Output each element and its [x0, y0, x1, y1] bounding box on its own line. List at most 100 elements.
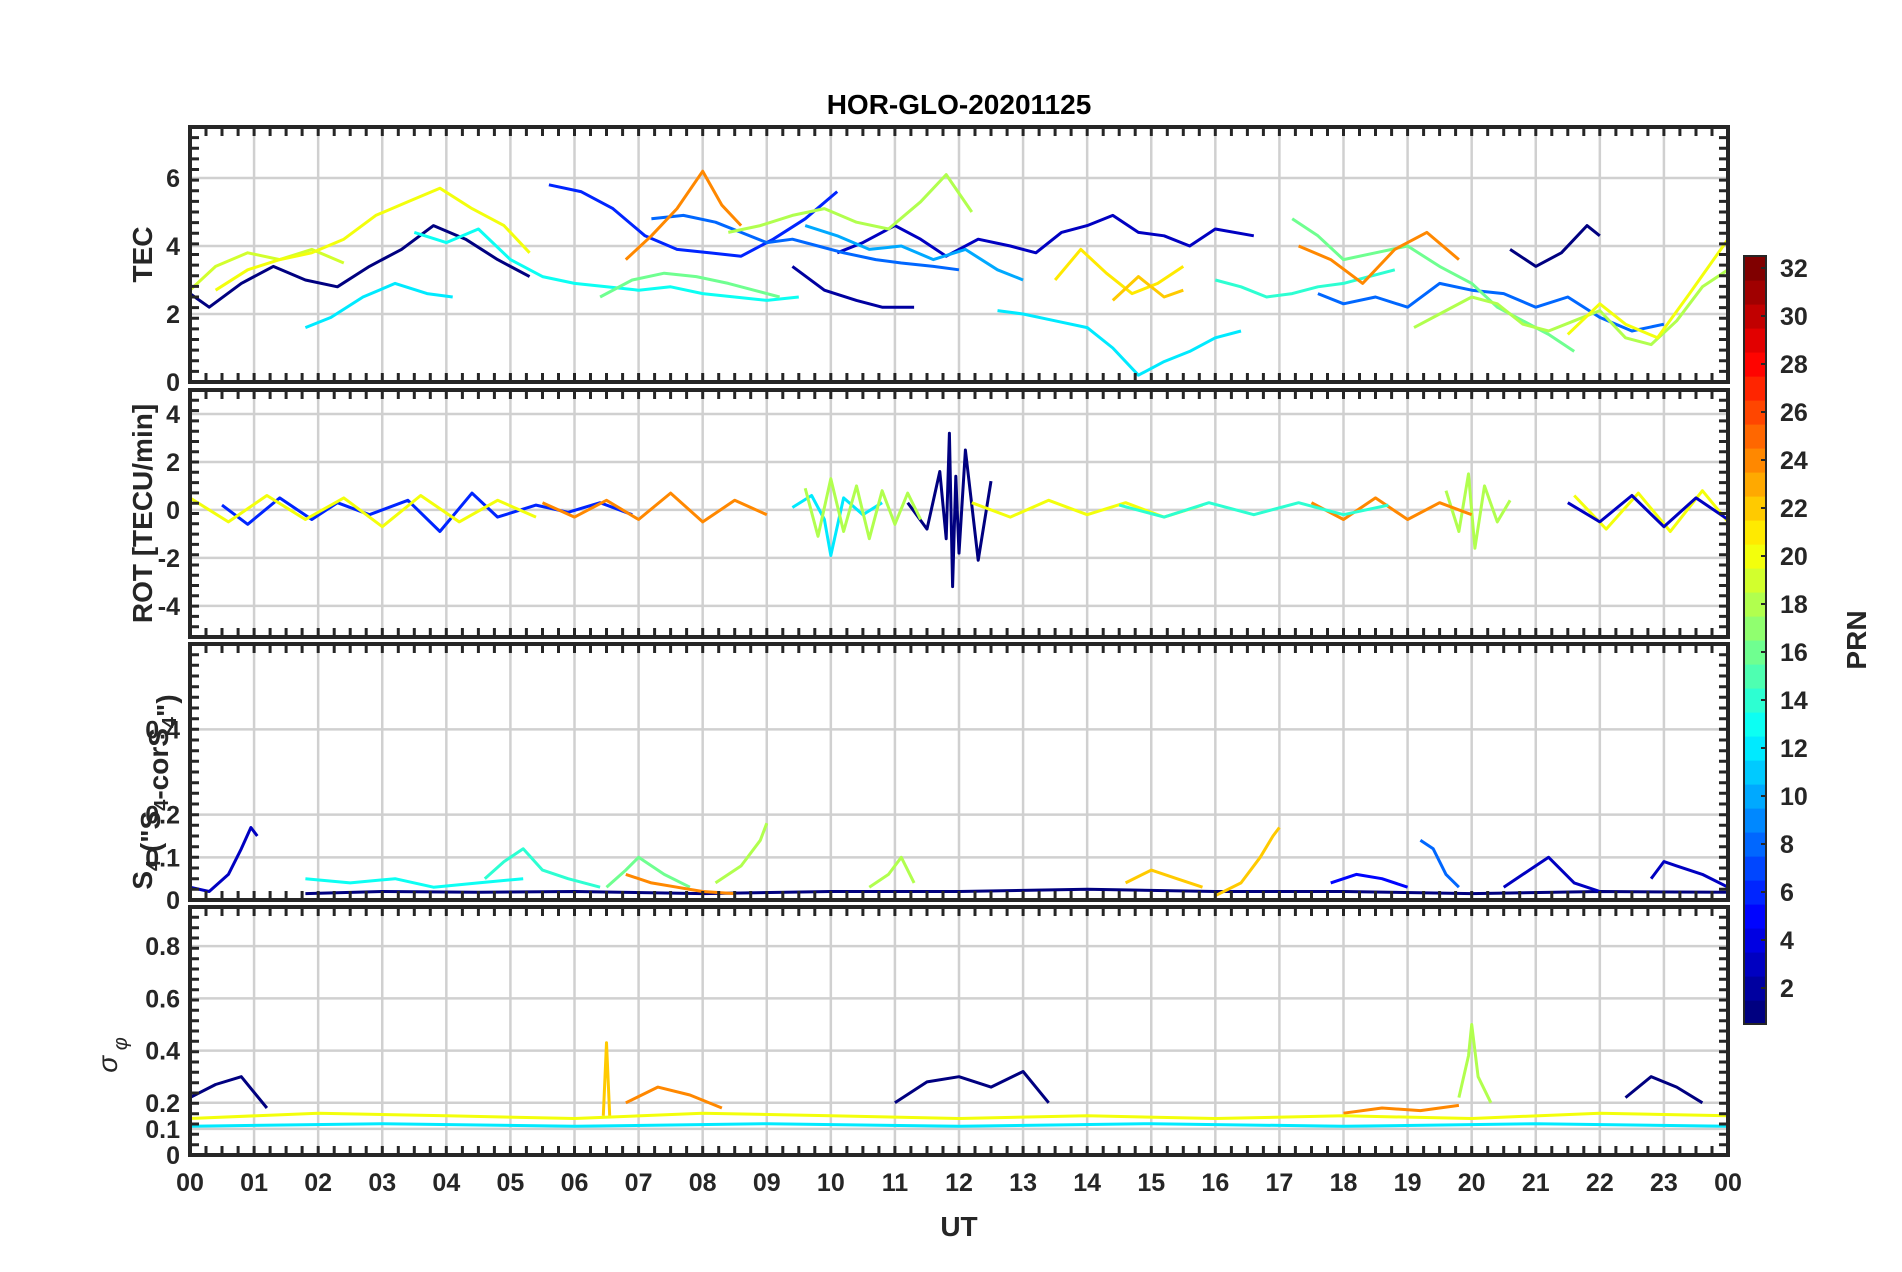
colorbar-tick-label: 16: [1780, 639, 1808, 667]
panel-tec: 0 2 4 6 TEC: [127, 125, 1730, 397]
colorbar-segment: [1744, 712, 1766, 737]
y-tick-label: 0.4: [145, 716, 180, 744]
colorbar-segment: [1744, 544, 1766, 569]
y-tick-label: 0.2: [145, 1090, 180, 1118]
x-tick-label: 14: [1073, 1169, 1101, 1197]
trace-prn-8: [1419, 839, 1460, 889]
x-tick-label: 10: [817, 1169, 845, 1197]
x-tick-label: 06: [561, 1169, 589, 1197]
colorbar-segment: [1744, 688, 1766, 713]
colorbar-tick-label: 28: [1780, 351, 1808, 379]
colorbar-tick-label: 2: [1780, 975, 1794, 1003]
trace-prn-13: [305, 877, 524, 889]
trace-prn-20: [190, 494, 537, 529]
trace-prn-22: [1214, 826, 1281, 898]
trace-prn-10: [804, 224, 1024, 282]
colorbar-tick-label: 26: [1780, 399, 1808, 427]
colorbar-segment: [1744, 568, 1766, 593]
trace-prn-3: [1502, 855, 1601, 893]
colorbar-tick-label: 12: [1780, 735, 1808, 763]
colorbar-segment: [1744, 952, 1766, 977]
trace-prn-12: [190, 1122, 1728, 1128]
colorbar-segment: [1744, 832, 1766, 857]
trace-prn-8: [1317, 281, 1665, 333]
colorbar-segment: [1744, 976, 1766, 1001]
colorbar-segment: [1744, 904, 1766, 929]
minor-ticks: [188, 388, 1730, 639]
x-tick-label: 02: [304, 1169, 332, 1197]
colorbar-segment: [1744, 616, 1766, 641]
x-tick-label: 08: [689, 1169, 717, 1197]
trace-prn-3: [1649, 860, 1728, 889]
colorbar-tick-label: 4: [1780, 927, 1794, 955]
trace-prn-14: [1214, 268, 1396, 299]
colorbar-segment: [1744, 760, 1766, 785]
trace-prn-1: [906, 431, 993, 589]
x-tick-label: 20: [1458, 1169, 1486, 1197]
trace-prn-13: [413, 227, 799, 302]
panel-rot: -4 -2 0 2 4 ROT [TECU/min]: [127, 388, 1730, 639]
trace-prn-22: [601, 1041, 612, 1116]
trace-prn-14: [483, 847, 601, 889]
y-tick-label: 0.8: [145, 933, 180, 961]
x-tick-label: 01: [240, 1169, 268, 1197]
colorbar-segment: [1744, 280, 1766, 305]
x-tick-label: 22: [1586, 1169, 1614, 1197]
x-tick-label: 00: [1714, 1169, 1742, 1197]
trace-prn-3: [836, 213, 1255, 258]
y-tick-label: 0.2: [145, 802, 180, 830]
y-tick-label: 4: [166, 401, 180, 429]
colorbar-segment: [1744, 928, 1766, 953]
x-tick-label: 18: [1330, 1169, 1358, 1197]
trace-prn-18: [1444, 472, 1512, 550]
minor-ticks: [188, 905, 1730, 1157]
y-tick-label: 0: [166, 1142, 180, 1170]
trace-prn-24: [625, 872, 735, 896]
y-tick-label: 4: [166, 233, 180, 261]
colorbar-segment: [1744, 880, 1766, 905]
y-axis-label-tec: TEC: [127, 227, 158, 283]
trace-prn-2: [791, 265, 915, 309]
y-tick-label: 0: [166, 369, 180, 397]
trace-prn-18: [868, 855, 916, 889]
colorbar-segment: [1744, 856, 1766, 881]
y-tick-label: 0: [166, 887, 180, 915]
colorbar-segment: [1744, 736, 1766, 761]
trace-prn-24: [541, 491, 768, 524]
x-tick-label: 00: [176, 1169, 204, 1197]
trace-prn-20: [214, 186, 531, 292]
y-tick-label: 6: [166, 165, 180, 193]
colorbar-segment: [1744, 664, 1766, 689]
y-tick-label: 0.6: [145, 985, 180, 1013]
chart-title: HOR-GLO-20201125: [827, 89, 1092, 120]
y-tick-label: 2: [166, 449, 180, 477]
y-tick-label: 0.4: [145, 1038, 180, 1066]
trace-prn-1: [894, 1070, 1050, 1105]
colorbar-segment: [1744, 784, 1766, 809]
trace-prn-18: [714, 822, 769, 885]
y-axis-label-s4: S4 ("S4-corS4"): [127, 694, 182, 889]
trace-prn-16: [599, 271, 780, 299]
trace-prn-24: [1343, 1103, 1460, 1115]
colorbar-segment: [1744, 304, 1766, 329]
panel-s4: 0 0.1 0.2 0.4S4 ("S4-corS4"): [127, 642, 1730, 915]
trace-prn-22: [1111, 275, 1184, 302]
trace-prn-18: [1457, 1023, 1493, 1104]
x-tick-label: 09: [753, 1169, 781, 1197]
x-axis-ticks: 00 01 02 03 04 05 06 07 08 09 10 11 12 13 14 15 16 17 18 19…: [176, 1169, 1742, 1197]
colorbar-segment: [1744, 1000, 1766, 1025]
colorbar-tick-label: 30: [1780, 303, 1808, 331]
colorbar-tick-label: 14: [1780, 687, 1808, 715]
trace-prn-24: [625, 1085, 723, 1110]
trace-prn-21: [1053, 247, 1185, 296]
colorbar-segment: [1744, 496, 1766, 521]
y-tick-label: -4: [158, 593, 180, 621]
trace-prn-6: [548, 183, 839, 258]
trace-prn-12: [997, 309, 1242, 377]
trace-prn-22: [1124, 868, 1203, 889]
x-tick-label: 23: [1650, 1169, 1678, 1197]
trace-prn-18: [1413, 268, 1728, 347]
y-tick-label: 0: [166, 497, 180, 525]
